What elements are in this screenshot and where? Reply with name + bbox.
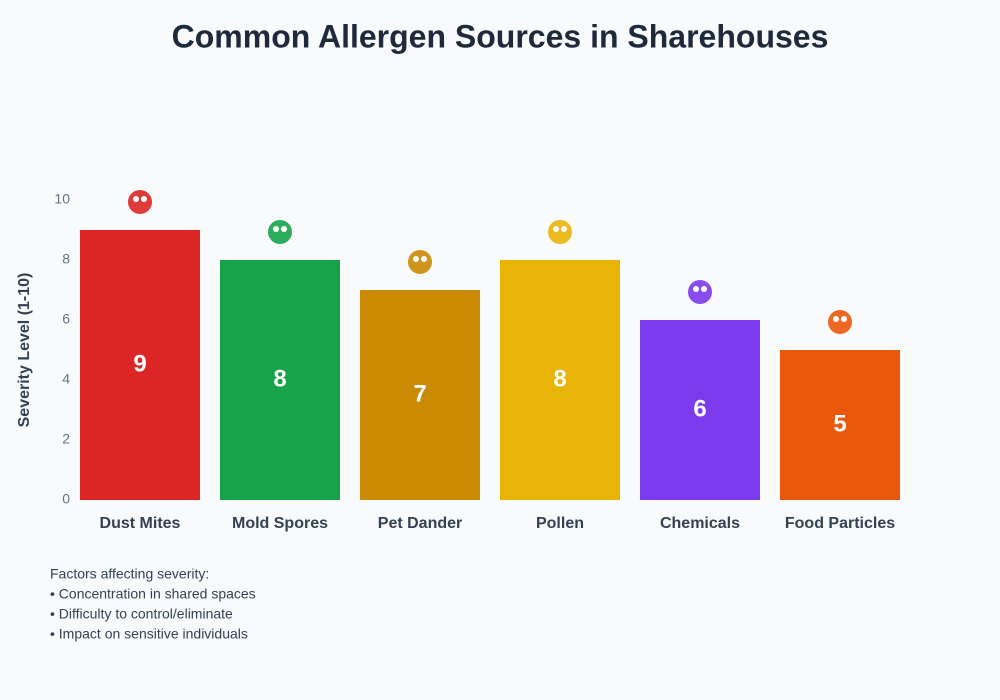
note: • Difficulty to control/eliminate bbox=[50, 606, 233, 622]
icon bbox=[688, 280, 712, 304]
x-tick-label: Pet Dander bbox=[378, 515, 462, 532]
icon-detail bbox=[561, 226, 567, 232]
y-tick-label: 10 bbox=[54, 191, 70, 207]
x-tick-label: Pollen bbox=[536, 515, 584, 532]
value-label: 8 bbox=[273, 365, 286, 392]
x-tick-label: Chemicals bbox=[660, 515, 740, 532]
bar bbox=[640, 320, 760, 500]
value-label: 7 bbox=[413, 380, 426, 407]
icon bbox=[128, 190, 152, 214]
x-tick-label: Food Particles bbox=[785, 515, 895, 532]
icon-detail bbox=[701, 286, 707, 292]
x-tick-label: Dust Mites bbox=[100, 515, 181, 532]
icon-detail bbox=[841, 316, 847, 322]
bar bbox=[360, 290, 480, 500]
icon-detail bbox=[553, 226, 559, 232]
icon-detail bbox=[133, 196, 139, 202]
chart-title: Common Allergen Sources in Sharehouses bbox=[172, 18, 829, 54]
bar bbox=[500, 260, 620, 500]
value-label: 9 bbox=[133, 350, 146, 377]
y-tick-label: 0 bbox=[62, 491, 70, 507]
icon-detail bbox=[281, 226, 287, 232]
icon-detail bbox=[141, 196, 147, 202]
bar bbox=[80, 230, 200, 500]
y-axis-label: Severity Level (1-10) bbox=[16, 273, 33, 428]
note: • Concentration in shared spaces bbox=[50, 586, 256, 602]
icon-detail bbox=[693, 286, 699, 292]
y-tick-label: 4 bbox=[62, 371, 70, 387]
y-tick-label: 8 bbox=[62, 251, 70, 267]
x-tick-label: Mold Spores bbox=[232, 515, 328, 532]
y-tick-label: 2 bbox=[62, 431, 70, 447]
note: • Impact on sensitive individuals bbox=[50, 626, 248, 642]
value-label: 6 bbox=[693, 395, 706, 422]
icon bbox=[268, 220, 292, 244]
icon-detail bbox=[273, 226, 279, 232]
note: Factors affecting severity: bbox=[50, 566, 209, 582]
icon bbox=[548, 220, 572, 244]
icon-detail bbox=[833, 316, 839, 322]
bar bbox=[220, 260, 340, 500]
value-label: 5 bbox=[833, 410, 846, 437]
value-label: 8 bbox=[553, 365, 566, 392]
icon-detail bbox=[413, 256, 419, 262]
y-tick-label: 6 bbox=[62, 311, 70, 327]
bar bbox=[780, 350, 900, 500]
icon bbox=[828, 310, 852, 334]
icon-detail bbox=[421, 256, 427, 262]
icon bbox=[408, 250, 432, 274]
